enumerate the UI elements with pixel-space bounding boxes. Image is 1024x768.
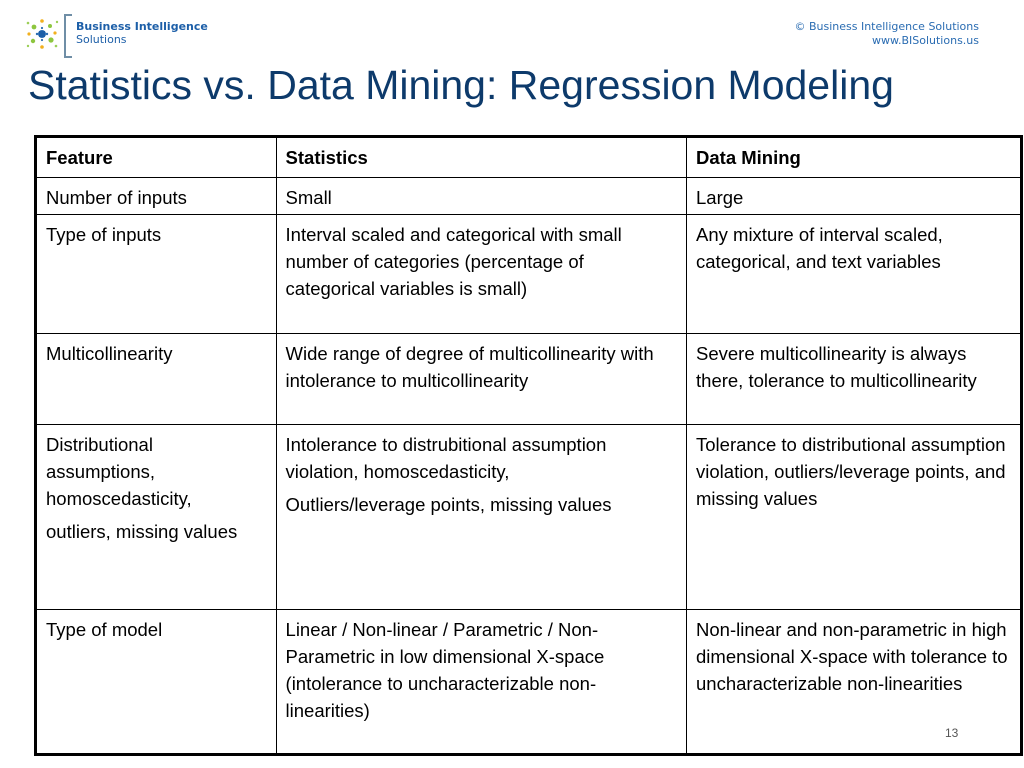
cell-text: Outliers/leverage points, missing values — [285, 494, 612, 515]
cell-text: Non-linear and non-parametric in high di… — [696, 619, 1008, 694]
data-mining-cell: Non-linear and non-parametric in high di… — [686, 609, 1022, 755]
logo-subtitle: Solutions — [76, 33, 127, 46]
comparison-table: Feature Statistics Data Mining Number of… — [34, 135, 1023, 756]
data-mining-cell: Tolerance to distributional assumption v… — [686, 424, 1022, 610]
cell-text: Any mixture of interval scaled, categori… — [696, 224, 943, 272]
cell-text: Tolerance to distributional assumption v… — [696, 434, 1006, 509]
cell-text: Wide range of degree of multicollinearit… — [285, 343, 654, 391]
table-row: Multicollinearity Wide range of degree o… — [35, 333, 1022, 425]
cell-text: Interval scaled and categorical with sma… — [285, 224, 622, 299]
slide-title: Statistics vs. Data Mining: Regression M… — [28, 62, 894, 108]
cell-text: Multicollinearity — [46, 343, 173, 364]
data-mining-cell: Severe multicollinearity is always there… — [686, 333, 1022, 425]
cell-text: Severe multicollinearity is always there… — [696, 343, 977, 391]
website-text: www.BISolutions.us — [871, 34, 979, 47]
cell-text: Distributional assumptions, homoscedasti… — [46, 434, 192, 509]
page-number: 13 — [945, 726, 959, 740]
copyright-text: © Business Intelligence Solutions — [794, 20, 979, 33]
feature-cell: Type of inputs — [35, 214, 277, 334]
statistics-cell: Linear / Non-linear / Parametric / Non-P… — [275, 609, 688, 755]
header-data-mining: Data Mining — [686, 136, 1022, 178]
copyright-block: © Business Intelligence Solutions www.BI… — [794, 20, 979, 48]
logo-name: Business Intelligence — [76, 20, 208, 33]
cell-text: Intolerance to distrubitional assumption… — [285, 434, 607, 482]
cell-text: outliers, missing values — [46, 521, 238, 542]
table-row: Type of model Linear / Non-linear / Para… — [35, 609, 1022, 755]
feature-cell: Type of model — [35, 609, 277, 755]
cell-text: Type of inputs — [46, 224, 162, 245]
statistics-cell: Small — [275, 177, 688, 215]
feature-cell: Multicollinearity — [35, 333, 277, 425]
table-row: Number of inputs Small Large — [35, 177, 1022, 215]
cell-text: Type of model — [46, 619, 163, 640]
cell-text: Number of inputs — [46, 187, 187, 208]
data-mining-cell: Large — [686, 177, 1022, 215]
business-intelligence-logo-icon — [26, 19, 59, 49]
table-row: Distributional assumptions, homoscedasti… — [35, 424, 1022, 610]
statistics-cell: Interval scaled and categorical with sma… — [275, 214, 688, 334]
cell-text: Linear / Non-linear / Parametric / Non-P… — [285, 619, 605, 721]
logo-bracket — [64, 14, 72, 58]
company-logo: Business Intelligence Solutions — [20, 12, 210, 58]
cell-text: Large — [696, 187, 744, 208]
feature-cell: Distributional assumptions, homoscedasti… — [35, 424, 277, 610]
statistics-cell: Wide range of degree of multicollinearit… — [275, 333, 688, 425]
table-row: Type of inputs Interval scaled and categ… — [35, 214, 1022, 334]
data-mining-cell: Any mixture of interval scaled, categori… — [686, 214, 1022, 334]
statistics-cell: Intolerance to distrubitional assumption… — [275, 424, 688, 610]
header-feature: Feature — [35, 136, 277, 178]
cell-text: Small — [285, 187, 332, 208]
feature-cell: Number of inputs — [35, 177, 277, 215]
table-header-row: Feature Statistics Data Mining — [35, 136, 1022, 178]
header-statistics: Statistics — [275, 136, 688, 178]
